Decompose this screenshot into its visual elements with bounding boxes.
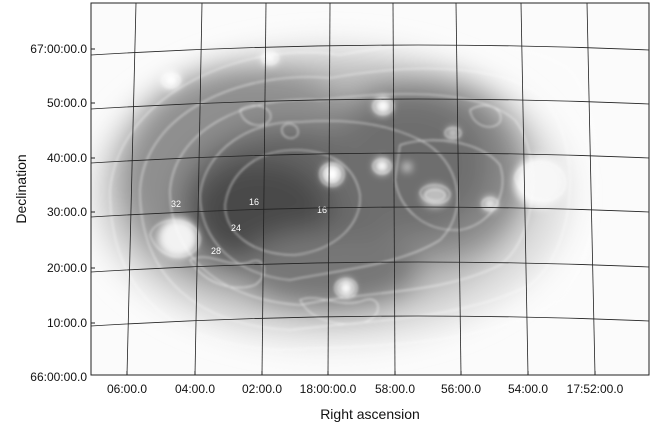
- y-axis-ticks: [91, 48, 95, 376]
- contour-value-labels: 32 16 16 24 28: [171, 197, 327, 256]
- y-tick-labels: 67:00:00.0 50:00.0 40:00.0 30:00.0 20:00…: [30, 42, 87, 384]
- y-tick-label: 20:00.0: [47, 261, 87, 275]
- contour-label: 16: [317, 205, 327, 215]
- contour-label: 16: [249, 197, 259, 207]
- y-tick-label: 67:00:00.0: [30, 42, 87, 56]
- dec-gridline: [91, 261, 649, 273]
- ra-gridline: [520, 3, 529, 375]
- plot-frame: [90, 2, 650, 376]
- ra-gridline: [261, 3, 267, 375]
- ra-gridline: [194, 3, 203, 375]
- x-tick-label: 54:00.0: [508, 382, 548, 396]
- dec-gridline: [91, 152, 649, 164]
- y-axis-label: Declination: [13, 154, 29, 223]
- x-tick-label: 18:00:00.0: [300, 382, 357, 396]
- x-tick-label: 02:00.0: [242, 382, 282, 396]
- x-tick-label: 04:00.0: [175, 382, 215, 396]
- contour-label: 28: [211, 246, 221, 256]
- y-tick-label: 40:00.0: [47, 151, 87, 165]
- y-tick-label: 50:00.0: [47, 96, 87, 110]
- y-tick-label: 30:00.0: [47, 205, 87, 219]
- dec-gridline: [91, 44, 649, 56]
- x-axis-label: Right ascension: [320, 406, 420, 422]
- x-tick-label: 56:00.0: [441, 382, 481, 396]
- contour-lines: [109, 43, 598, 351]
- ra-gridline: [455, 3, 462, 375]
- dec-gridline: [91, 206, 649, 218]
- x-tick-label: 06:00.0: [107, 382, 147, 396]
- y-tick-label: 10:00.0: [47, 316, 87, 330]
- x-axis-ticks: [126, 371, 596, 375]
- x-tick-label: 17:52:00.0: [567, 382, 624, 396]
- ra-gridline: [392, 3, 396, 375]
- image-area: 32 16 16 24 28: [91, 3, 649, 375]
- contour-label: 24: [231, 223, 241, 233]
- ra-gridline: [327, 3, 331, 375]
- emission-intensity: [91, 45, 570, 345]
- dec-gridline: [91, 98, 649, 110]
- ra-gridline: [586, 3, 596, 375]
- contour-label: 32: [171, 199, 181, 209]
- y-tick-label: 66:00:00.0: [30, 370, 87, 384]
- x-tick-labels: 06:00.0 04:00.0 02:00.0 18:00:00.0 58:00…: [107, 382, 624, 396]
- dec-gridline: [91, 315, 649, 327]
- ra-gridline: [126, 3, 137, 375]
- coordinate-grid: [91, 3, 649, 375]
- x-tick-label: 58:00.0: [375, 382, 415, 396]
